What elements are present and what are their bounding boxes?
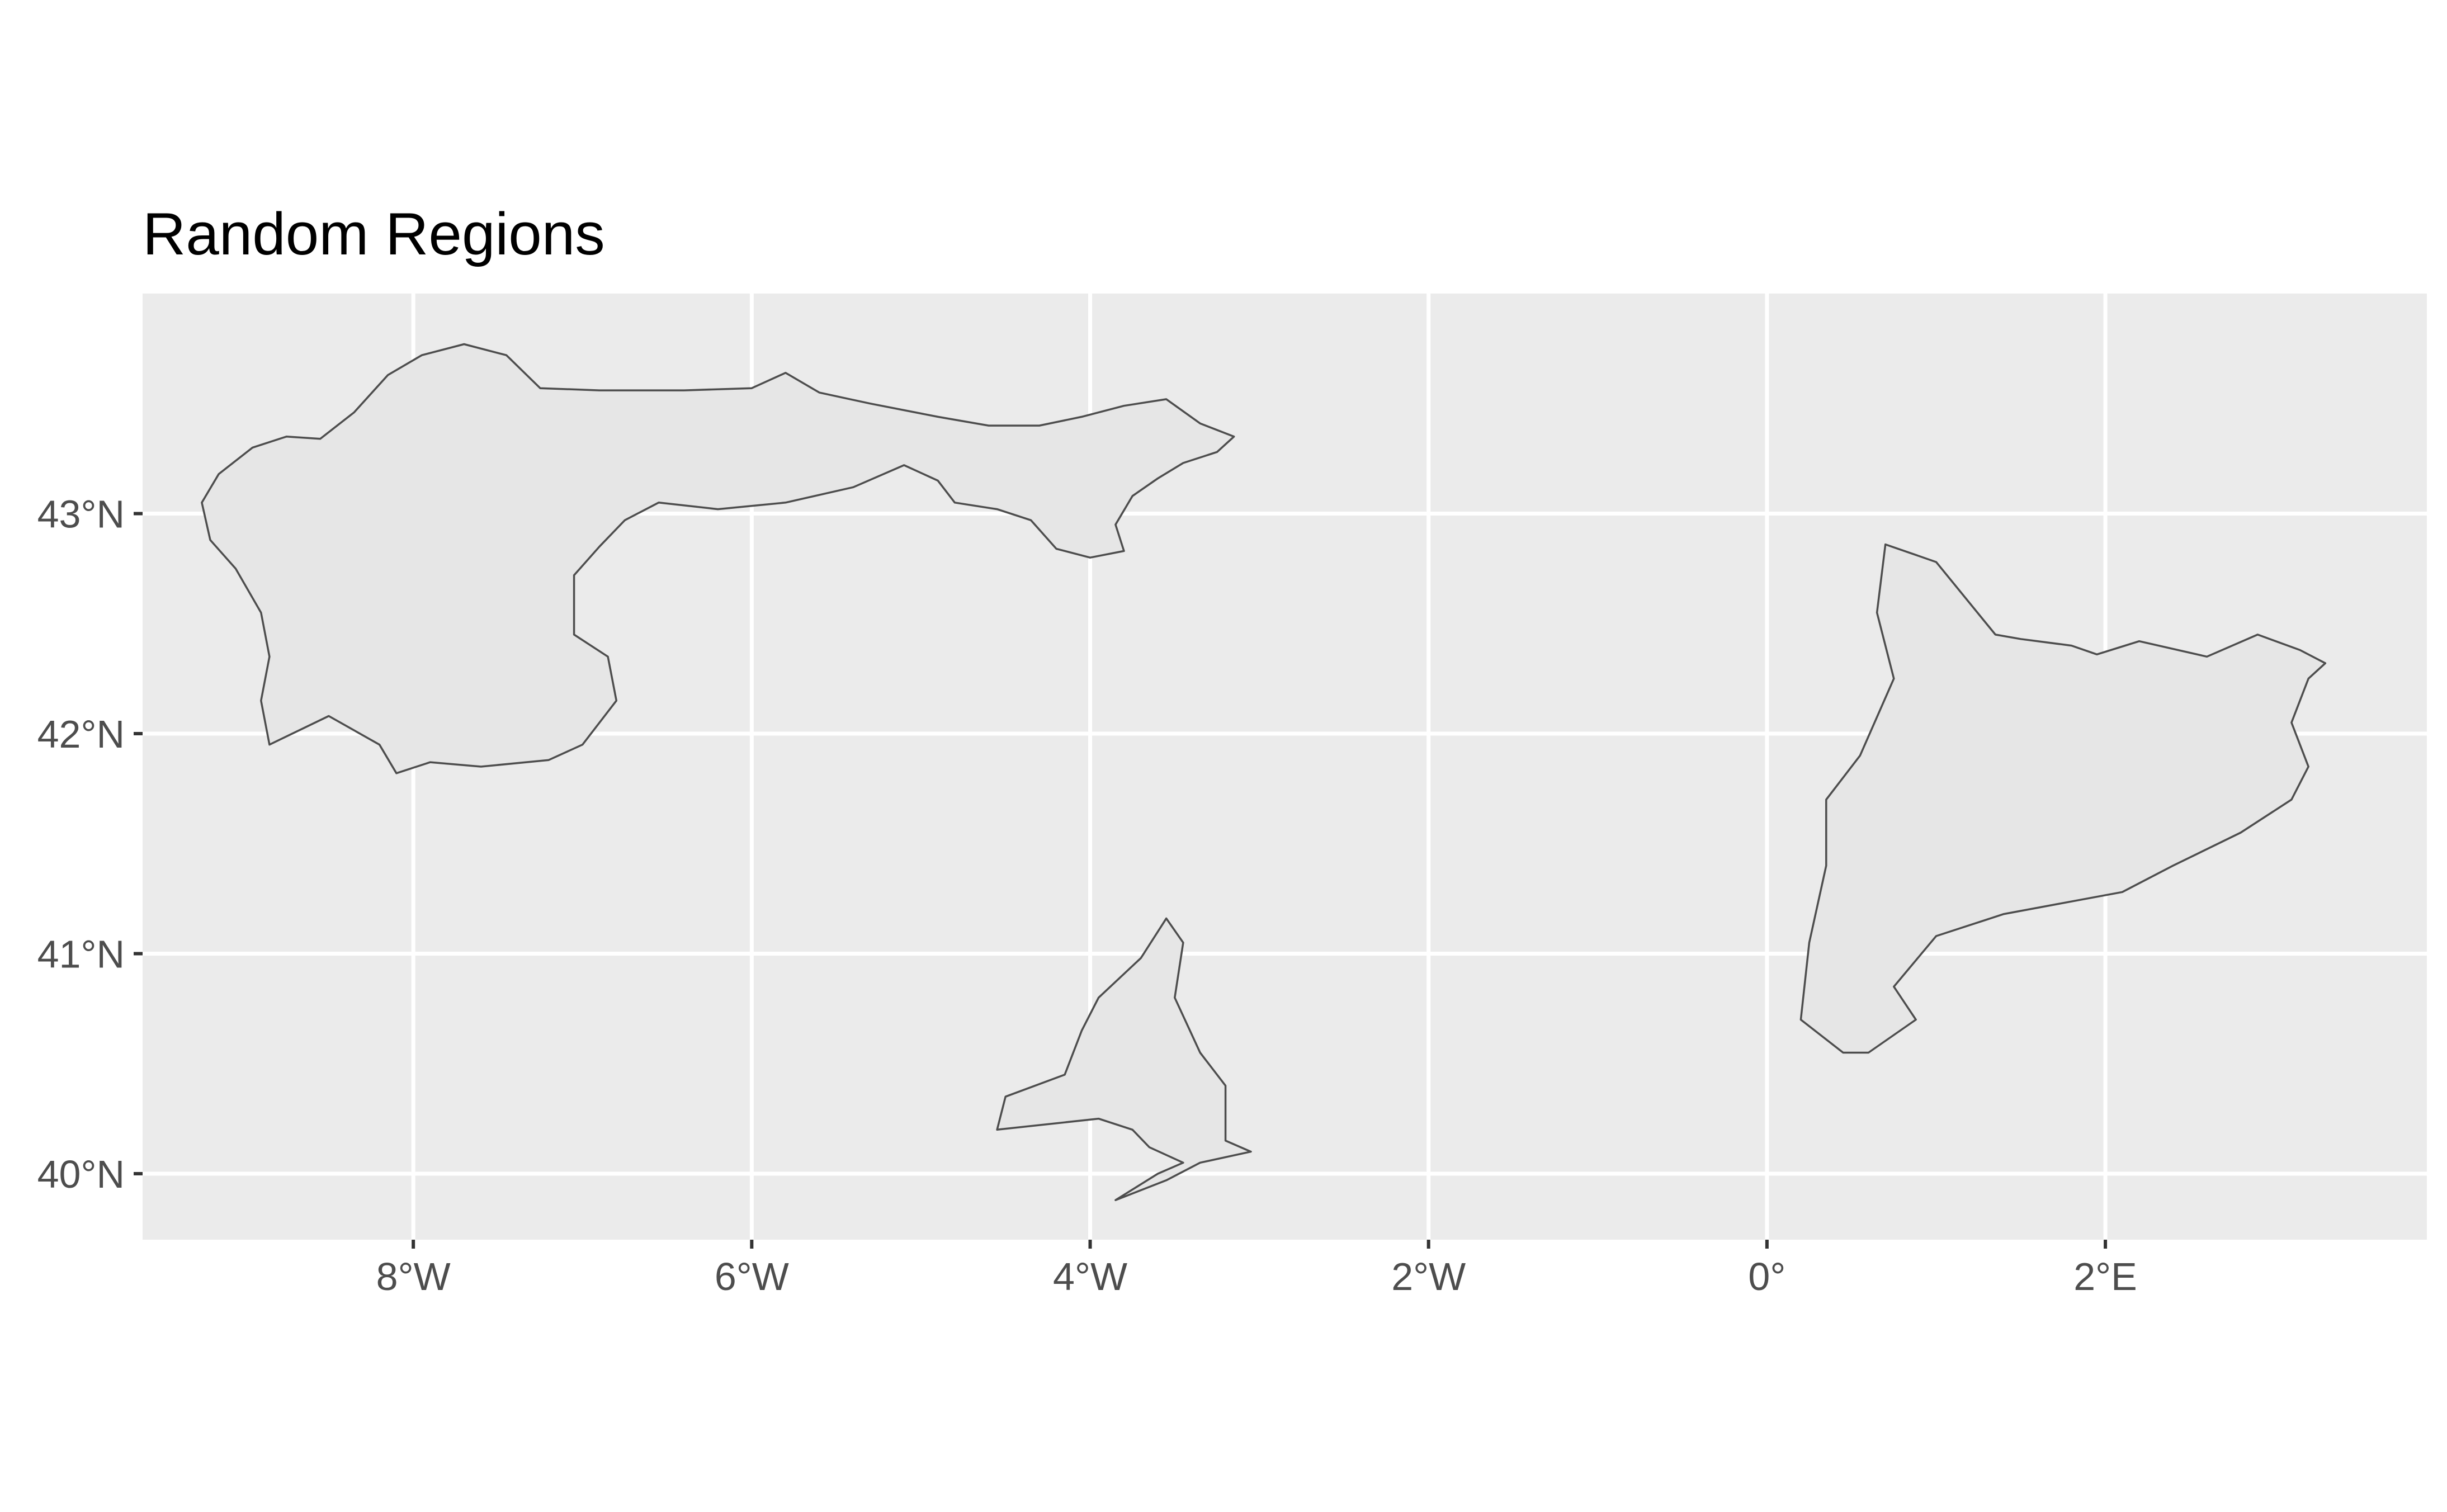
- x-tick-label-2: 4°W: [1053, 1255, 1127, 1298]
- region-northeast: [1799, 543, 2327, 1054]
- region-center: [996, 917, 1252, 1201]
- x-tick-label-4: 0°: [1748, 1255, 1785, 1298]
- y-tick-label-1: 41°N: [37, 932, 125, 976]
- regions-layer: [201, 343, 2327, 1201]
- y-tick-label-0: 40°N: [37, 1152, 125, 1196]
- region-northwest: [201, 343, 1235, 774]
- chart-title: Random Regions: [143, 200, 605, 267]
- y-axis: 40°N 41°N 42°N 43°N: [37, 492, 143, 1196]
- y-tick-label-2: 42°N: [37, 712, 125, 756]
- x-tick-label-0: 8°W: [376, 1255, 451, 1298]
- x-tick-label-3: 2°W: [1391, 1255, 1466, 1298]
- x-tick-label-5: 2°E: [2073, 1255, 2137, 1298]
- x-axis: 8°W 6°W 4°W 2°W 0° 2°E: [376, 1240, 2137, 1298]
- x-tick-label-1: 6°W: [715, 1255, 789, 1298]
- y-tick-label-3: 43°N: [37, 492, 125, 536]
